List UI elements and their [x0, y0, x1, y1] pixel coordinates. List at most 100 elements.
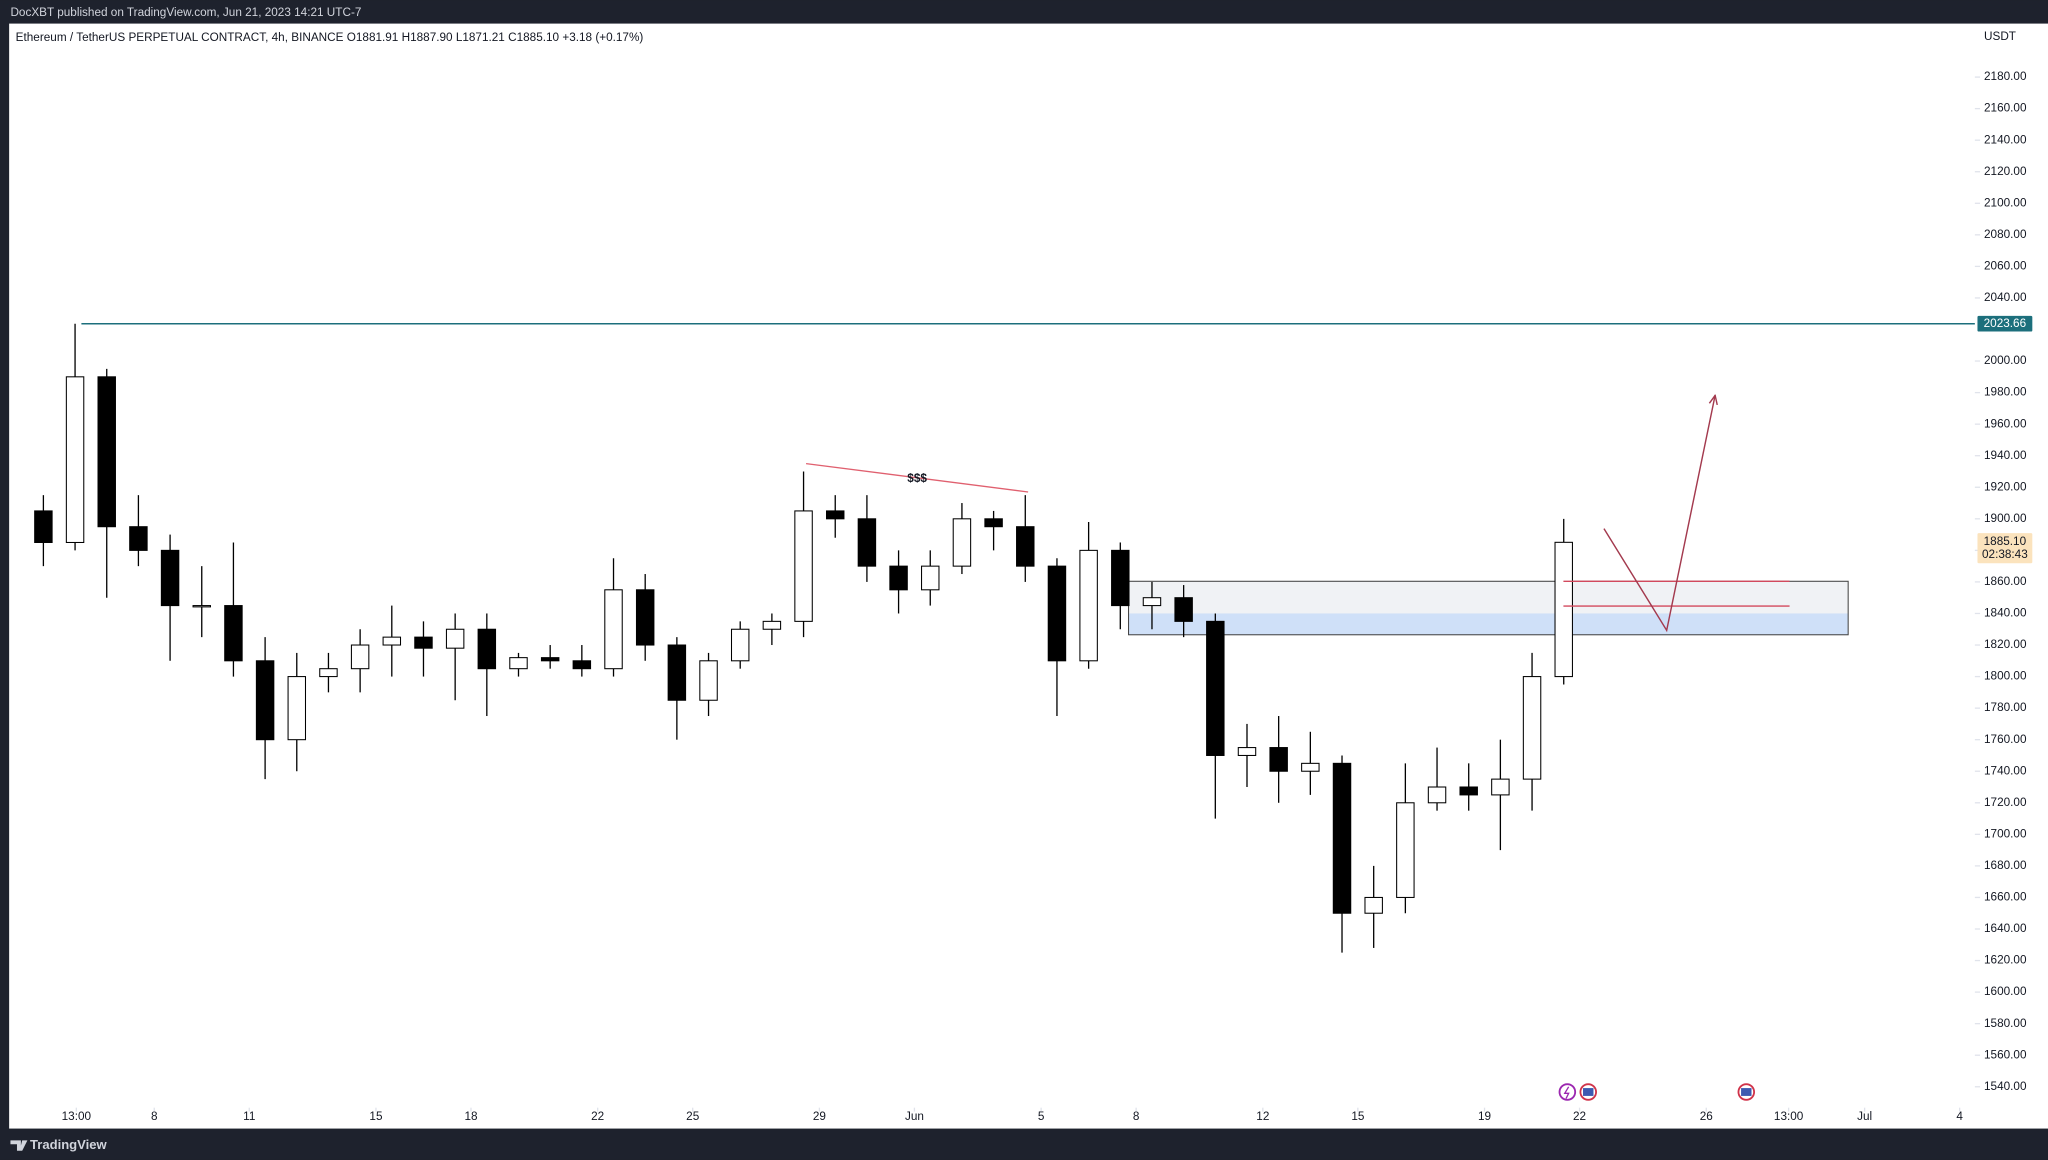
y-tick-label: 2100.00 [1984, 196, 2027, 209]
candle-body [921, 565, 940, 591]
x-tick-label: 22 [591, 1110, 604, 1123]
x-tick-label: 8 [1133, 1110, 1140, 1123]
candle-body [572, 660, 592, 670]
candle-body [1206, 620, 1225, 756]
header: DocXBT published on TradingView.com, Jun… [10, 6, 361, 19]
chart-area [9, 23, 2048, 1129]
x-tick-label: 4 [1956, 1110, 1963, 1123]
x-tick-label: Jun [905, 1110, 924, 1123]
y-tick-label: 2040.00 [1984, 291, 2027, 304]
candle-body [224, 605, 243, 662]
liquidity-line [806, 462, 1029, 493]
candle-body [445, 628, 465, 649]
candle-body [952, 518, 972, 567]
y-tick-label: 2140.00 [1984, 133, 2027, 146]
y-tick-label: 1680.00 [1984, 859, 2027, 872]
candle-body [34, 510, 53, 544]
candle-body [287, 676, 307, 741]
y-tick-label: 2080.00 [1984, 228, 2027, 241]
y-tick-label: 1620.00 [1984, 954, 2027, 967]
x-tick-label: 22 [1573, 1110, 1586, 1123]
x-tick-label: 11 [243, 1110, 255, 1123]
y-tick-label: 1740.00 [1984, 764, 2027, 777]
logo [10, 1140, 28, 1151]
candle-body [1554, 541, 1573, 678]
candle-body [97, 376, 116, 528]
y-tick-label: 1720.00 [1984, 796, 2027, 809]
candle-body [129, 526, 148, 551]
x-tick-label: 15 [1351, 1110, 1365, 1123]
x-tick-label: 29 [813, 1110, 826, 1123]
y-tick-label: 1840.00 [1984, 607, 2027, 620]
candle-body [1142, 597, 1162, 607]
candle-body [1269, 747, 1288, 772]
zone-lower [1128, 613, 1849, 635]
last-price-box [1977, 533, 2033, 564]
y-tick-label: 1800.00 [1984, 670, 2027, 683]
x-tick-label: 13:00 [62, 1110, 92, 1123]
x-tick-label: 15 [369, 1110, 383, 1123]
candle-body [1364, 896, 1383, 914]
y-tick-label: 1920.00 [1984, 480, 2027, 493]
candle-body [1459, 786, 1478, 796]
y-tick-label: 1580.00 [1984, 1017, 2027, 1030]
candle-body [1111, 549, 1130, 607]
candle-body [540, 657, 560, 662]
candle-body [1079, 549, 1098, 662]
liquidity-label: $$$ [907, 472, 927, 485]
level-label: 2023.66 [1984, 317, 2027, 330]
footer-brand: TradingView [30, 1137, 107, 1152]
y-tick-label: 1980.00 [1984, 386, 2027, 399]
candle-body [1522, 676, 1542, 780]
candle-body [699, 660, 718, 701]
event-icons [1558, 1083, 1756, 1101]
candle-body [604, 589, 623, 670]
candle-body [509, 657, 528, 670]
y-tick-label: 1700.00 [1984, 827, 2027, 840]
candle-body [65, 376, 85, 544]
candle-body [255, 660, 275, 741]
x-tick-label: 13:00 [1774, 1110, 1804, 1123]
candle-body [477, 628, 497, 670]
candle-body [414, 636, 433, 649]
candle-body [889, 565, 908, 591]
x-tick-label: 8 [151, 1110, 158, 1123]
level-label-box [1977, 315, 2033, 332]
y-tick-label: 1940.00 [1984, 449, 2027, 462]
candle-body [1396, 802, 1415, 898]
y-tick-label: 1900.00 [1984, 512, 2027, 525]
candle-body [826, 510, 845, 520]
y-tick-label: 1780.00 [1984, 701, 2027, 714]
y-tick-label: 2120.00 [1984, 165, 2027, 178]
candle-body [192, 605, 211, 608]
y-tick-label: 2060.00 [1984, 260, 2027, 273]
candle-body [1301, 762, 1320, 772]
legend: Ethereum / TetherUS PERPETUAL CONTRACT, … [16, 31, 644, 44]
y-tick-label: 2180.00 [1984, 70, 2027, 83]
x-tick-label: Jul [1857, 1110, 1872, 1123]
y-tick-label: 1760.00 [1984, 733, 2027, 746]
y-tick-label: 2000.00 [1984, 354, 2027, 367]
candle-body [1016, 526, 1035, 567]
candle-body [667, 644, 687, 701]
candle-body [160, 549, 180, 607]
candle-body [1237, 747, 1257, 756]
candle-body [319, 668, 338, 678]
candle-body [1332, 762, 1352, 914]
candle-body [857, 518, 877, 567]
zone-border [1128, 580, 1849, 636]
y-tick-label: 2160.00 [1984, 102, 2027, 115]
y-tick-label: 1820.00 [1984, 638, 2027, 651]
y-tick-label: 1660.00 [1984, 891, 2027, 904]
last-price-label: 1885.10 [1984, 535, 2027, 548]
y-tick-label: 1640.00 [1984, 922, 2027, 935]
candle-body [794, 510, 813, 622]
y-tick-label: 1560.00 [1984, 1048, 2027, 1061]
axis-unit: USDT [1984, 30, 2016, 43]
candle-body [1174, 597, 1193, 622]
x-tick-label: 25 [686, 1110, 700, 1123]
y-tick-label: 1600.00 [1984, 985, 2027, 998]
candle-body [350, 644, 370, 670]
